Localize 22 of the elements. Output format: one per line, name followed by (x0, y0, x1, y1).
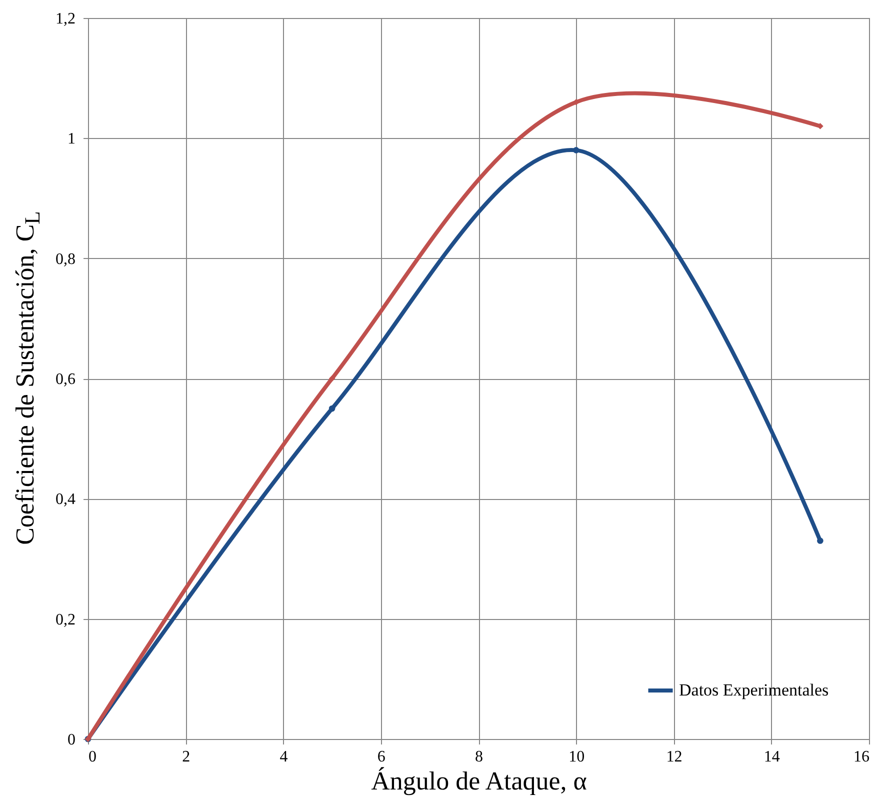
point (572, 147, 580, 154)
y-tick-label: 0,4 (56, 491, 76, 508)
y-tick-label: 1,2 (56, 10, 76, 28)
x-axis-title: Ángulo de Ataque, α (371, 766, 588, 796)
x-tick-label: 8 (475, 748, 483, 766)
point (328, 375, 336, 382)
x-tick-label: 10 (568, 748, 585, 766)
y-tick-label: 0,6 (56, 371, 76, 388)
x-tick-label: 12 (666, 748, 682, 766)
y-tick-label: 0,2 (56, 611, 76, 628)
x-tick-label: 2 (182, 748, 190, 766)
y-tick-label: 1 (68, 130, 76, 148)
x-tick-label: 14 (764, 748, 780, 766)
point (328, 405, 336, 412)
x-tick-label: 4 (280, 748, 288, 766)
y-tick-label: 0,8 (56, 250, 76, 268)
legend-label: Datos Experimentales (679, 680, 829, 700)
x-tick-label: 6 (377, 748, 386, 766)
y-tick-label: 0 (68, 732, 76, 748)
x-tick-label: 16 (854, 748, 870, 766)
x-tick-label: 0 (88, 748, 96, 766)
point (817, 538, 824, 544)
